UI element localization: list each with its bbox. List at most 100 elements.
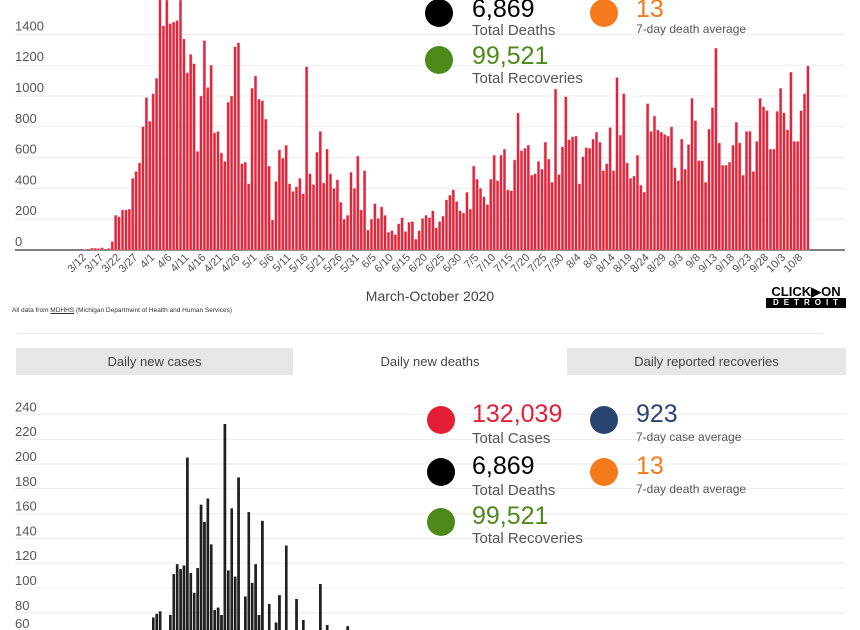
case-bar xyxy=(526,145,530,251)
stat-label: Total Cases xyxy=(472,430,551,447)
data-source-note: All data from MDHHS (Michigan Department… xyxy=(12,307,232,314)
death-bar xyxy=(186,457,189,630)
case-bar xyxy=(380,206,384,251)
case-bar xyxy=(342,218,346,251)
case-bar xyxy=(693,120,697,251)
footnote-suffix: (Michigan Department of Health and Human… xyxy=(74,307,233,314)
case-bar xyxy=(465,192,469,251)
case-bar xyxy=(322,182,326,251)
case-bar xyxy=(615,77,619,251)
case-bar xyxy=(738,142,742,251)
case-bar xyxy=(612,170,616,251)
stat-label: 7-day death average xyxy=(636,482,747,496)
case-bar xyxy=(485,204,489,251)
case-bar xyxy=(755,141,759,251)
case-bar xyxy=(540,168,544,251)
case-bar xyxy=(393,234,397,251)
case-bar xyxy=(704,182,708,251)
case-bar xyxy=(189,54,193,251)
case-bar xyxy=(315,152,319,251)
death-avg-dot-icon xyxy=(590,0,618,27)
case-bar xyxy=(622,93,626,251)
case-bar xyxy=(727,162,731,251)
case-bar xyxy=(451,189,455,251)
case-bar xyxy=(213,132,217,251)
case-bar xyxy=(533,173,537,251)
death-bar xyxy=(237,477,240,630)
death-bar xyxy=(189,572,193,630)
section-divider xyxy=(18,333,822,334)
case-bar xyxy=(700,160,704,251)
case-bar xyxy=(172,21,176,251)
case-bar xyxy=(646,103,650,251)
tab-daily-reported-recoveries[interactable]: Daily reported recoveries xyxy=(567,348,846,375)
case-bar xyxy=(581,156,585,251)
stat-label: 7-day case average xyxy=(636,430,742,444)
tab-daily-new-deaths[interactable]: Daily new deaths xyxy=(293,348,567,375)
case-bar xyxy=(560,146,564,251)
case-bar xyxy=(175,20,179,251)
case-bar xyxy=(489,178,493,251)
case-bar xyxy=(294,186,298,251)
case-bar xyxy=(482,196,486,251)
death-bar xyxy=(179,569,182,630)
case-bar xyxy=(468,208,472,251)
case-bar xyxy=(775,111,779,251)
case-bar xyxy=(155,78,159,251)
death-bar xyxy=(216,607,220,630)
mdhhs-link[interactable]: MDHHS xyxy=(50,307,75,314)
death-bar xyxy=(169,615,172,630)
case-bar xyxy=(407,222,411,251)
case-bar xyxy=(134,171,138,251)
case-bar xyxy=(185,72,189,251)
case-bar xyxy=(676,180,680,251)
death-bar xyxy=(244,596,247,630)
case-bar xyxy=(772,148,776,251)
case-bar xyxy=(605,163,609,251)
case-bar xyxy=(502,148,506,251)
case-bar xyxy=(806,65,810,251)
case-bar xyxy=(107,248,111,251)
logo-line1: CLICK▶ON xyxy=(771,284,841,299)
case-bar xyxy=(680,138,684,251)
case-bar xyxy=(410,221,414,251)
case-bar xyxy=(253,75,257,251)
case-bar xyxy=(557,174,561,251)
death-bar xyxy=(155,613,159,630)
case-bar xyxy=(690,98,694,251)
stat-value: 13 xyxy=(636,452,664,480)
tab-daily-new-cases[interactable]: Daily new cases xyxy=(16,348,293,375)
death-bar xyxy=(175,564,179,630)
case-bar xyxy=(649,131,653,251)
case-bar xyxy=(659,131,663,251)
case-bar xyxy=(298,178,302,251)
case-bar xyxy=(462,212,466,251)
case-bar xyxy=(376,218,380,251)
death-bar xyxy=(158,611,162,630)
case-bar xyxy=(492,155,496,251)
case-bar xyxy=(571,136,575,251)
case-bar xyxy=(305,66,309,251)
case-bar xyxy=(639,185,643,251)
logo-line2: DETROIT xyxy=(766,298,846,308)
case-bar xyxy=(332,188,336,251)
case-bar xyxy=(243,162,247,251)
case-bar xyxy=(124,209,128,251)
case-bar xyxy=(721,165,725,251)
case-bar xyxy=(666,135,670,251)
y-tick-label: 100 xyxy=(15,573,37,588)
case-bar xyxy=(250,88,254,251)
case-bar xyxy=(257,98,261,251)
case-bar xyxy=(271,219,275,251)
y-tick-label: 800 xyxy=(15,111,37,126)
case-bar xyxy=(356,155,360,251)
case-bar xyxy=(438,221,442,251)
case-bar xyxy=(424,215,428,251)
case-bar xyxy=(577,183,581,251)
case-bar xyxy=(196,151,200,251)
case-bar xyxy=(441,215,445,251)
death-bar xyxy=(295,598,298,630)
case-bar xyxy=(803,93,807,251)
case-bar xyxy=(765,110,769,251)
